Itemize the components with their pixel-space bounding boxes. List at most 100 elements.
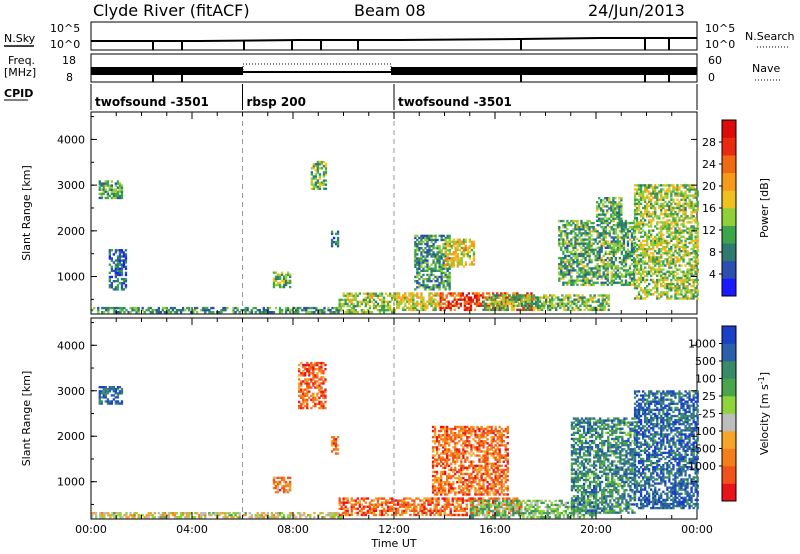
velocity-cell [274,484,278,488]
power-cell [605,302,608,305]
power-cell [678,227,681,230]
power-cell [618,242,622,245]
velocity-cell [423,509,426,513]
power-colorbar-tick-label: 28 [702,136,716,149]
power-cell [660,237,663,241]
power-cell [633,231,637,234]
power-cell [570,275,573,278]
power-cell [596,258,599,262]
power-cell [102,192,105,196]
power-cell [576,265,579,268]
power-cell [674,202,677,206]
velocity-cell [423,503,426,506]
station-title: Clyde River (fitACF) [93,1,250,20]
power-cell [444,242,447,246]
power-cell [652,254,655,257]
power-cell [652,217,655,220]
velocity-cell [106,390,110,393]
power-cell [662,202,665,206]
power-cell [664,184,667,187]
power-cell [600,283,603,286]
power-cell [460,259,464,262]
power-cell [696,289,699,292]
power-cell [658,266,661,269]
velocity-cell [260,512,264,515]
power-cell [584,258,587,262]
power-cell [434,263,437,266]
power-cell [276,283,280,287]
power-cell [404,294,407,297]
power-cell [637,258,641,261]
power-cell [120,288,124,291]
power-cell [660,260,663,263]
power-cell [454,257,457,260]
velocity-cell [276,476,280,480]
power-cell [576,261,579,264]
power-cell [564,263,567,266]
velocity-cell [372,505,376,508]
power-cell [632,219,636,223]
power-cell [538,306,542,310]
power-cell [98,192,101,196]
power-cell [600,265,603,268]
power-cell [630,248,634,251]
power-cell [477,304,481,307]
power-cell [635,287,639,290]
power-cell [633,202,637,206]
power-cell [446,244,449,248]
power-cell [656,282,659,286]
power-cell [580,242,583,245]
velocity-cell [356,511,359,515]
velocity-cell [157,512,161,515]
velocity-cell [374,507,378,510]
power-cell [272,283,276,287]
power-cell [532,298,535,301]
velocity-cell [358,509,362,513]
power-cell [472,253,476,256]
power-cell [471,292,475,295]
power-cell [598,203,601,206]
power-cell [610,271,613,274]
power-cell [512,296,516,299]
power-cell [477,302,481,305]
velocity-cell [310,372,313,375]
power-cell [588,252,591,256]
power-cell [660,241,663,245]
power-cell [690,293,693,296]
power-cell [418,277,421,281]
power-cell [584,226,587,229]
power-cell [448,284,451,287]
power-cell [596,224,599,227]
power-cell [584,269,587,272]
velocity-cell [380,509,384,513]
velocity-cell [175,512,179,515]
power-cell [686,276,689,280]
power-cell [558,240,561,243]
power-cell [635,266,639,269]
power-cell [692,274,695,278]
power-cell [588,236,591,239]
velocity-cell [324,363,327,367]
power-cell [680,293,683,296]
power-cell [106,190,110,193]
velocity-cell [356,513,359,517]
velocity-cell [405,503,408,506]
power-cell [459,302,463,305]
velocity-cell [403,509,406,513]
velocity-cell [447,497,450,500]
power-cell [630,228,634,231]
power-cell [648,270,651,273]
power-cell [678,252,681,255]
power-cell [674,289,677,292]
velocity-cell [415,513,418,517]
power-cell [622,258,626,262]
power-cell [580,238,583,241]
power-cell [276,275,280,278]
power-cell [562,256,565,260]
velocity-cell [306,384,309,387]
power-cell [608,234,611,237]
power-cell [98,180,101,183]
power-cell [420,298,423,301]
power-cell [380,294,384,297]
power-cell [561,294,564,297]
